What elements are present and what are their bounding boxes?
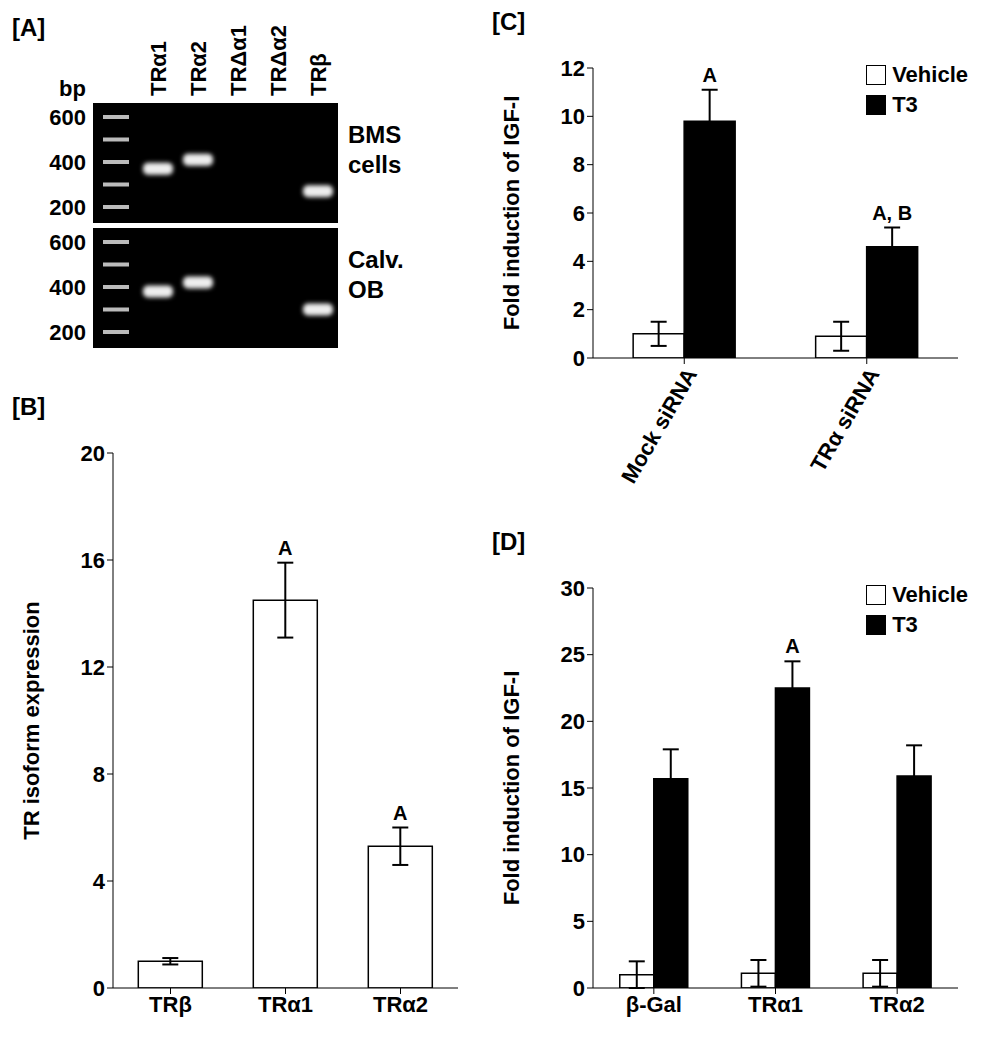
- svg-text:400: 400: [49, 150, 86, 175]
- svg-text:16: 16: [81, 548, 105, 573]
- svg-text:TRα1: TRα1: [146, 41, 171, 96]
- svg-text:A, B: A, B: [872, 202, 912, 224]
- svg-text:0: 0: [93, 976, 105, 1001]
- html-text:T3: T3: [892, 612, 918, 637]
- svg-text:30: 30: [561, 576, 585, 601]
- svg-text:15: 15: [561, 776, 585, 801]
- html-text:Vehicle: Vehicle: [892, 582, 968, 607]
- svg-text:A: A: [278, 537, 292, 559]
- svg-text:TRα2: TRα2: [870, 992, 925, 1017]
- svg-text:4: 4: [573, 249, 586, 274]
- svg-text:200: 200: [49, 195, 86, 220]
- svg-text:BMS: BMS: [348, 121, 401, 148]
- svg-text:0: 0: [573, 976, 585, 1001]
- svg-text:Mock siRNA: Mock siRNA: [616, 364, 702, 488]
- svg-text:10: 10: [561, 104, 585, 129]
- svg-text:Calv.: Calv.: [348, 246, 404, 273]
- svg-text:6: 6: [573, 201, 585, 226]
- svg-text:20: 20: [561, 709, 585, 734]
- svg-text:[A]: [A]: [12, 14, 45, 41]
- svg-text:A: A: [702, 64, 716, 86]
- svg-text:TRα1: TRα1: [748, 992, 803, 1017]
- svg-text:600: 600: [49, 230, 86, 255]
- svg-text:25: 25: [561, 642, 585, 667]
- svg-text:TRβ: TRβ: [306, 53, 331, 96]
- svg-text:8: 8: [93, 762, 105, 787]
- svg-text:A: A: [785, 635, 799, 657]
- svg-text:TRα2: TRα2: [186, 41, 211, 96]
- svg-text:TRβ: TRβ: [149, 992, 192, 1017]
- svg-text:TRΔα2: TRΔα2: [266, 25, 291, 96]
- svg-text:A: A: [393, 802, 407, 824]
- html-text:[C]: [C]: [492, 8, 526, 35]
- svg-text:bp: bp: [59, 76, 86, 101]
- svg-text:400: 400: [49, 275, 86, 300]
- svg-text:12: 12: [561, 56, 585, 81]
- svg-text:TR isoform expression: TR isoform expression: [19, 601, 44, 839]
- html-text:[B]: [B]: [12, 393, 46, 420]
- html-text:[D]: [D]: [492, 528, 526, 555]
- html-text:T3: T3: [892, 92, 918, 117]
- svg-text:5: 5: [573, 909, 585, 934]
- html-text:Vehicle: Vehicle: [892, 62, 968, 87]
- svg-text:10: 10: [561, 842, 585, 867]
- svg-text:2: 2: [573, 297, 585, 322]
- svg-text:OB: OB: [348, 276, 384, 303]
- svg-text:Fold induction of IGF-I: Fold induction of IGF-I: [499, 96, 524, 331]
- svg-text:TRα siRNA: TRα siRNA: [805, 364, 884, 476]
- svg-text:200: 200: [49, 320, 86, 345]
- svg-text:Fold induction of IGF-I: Fold induction of IGF-I: [499, 671, 524, 906]
- svg-text:4: 4: [93, 869, 106, 894]
- svg-text:600: 600: [49, 105, 86, 130]
- svg-text:0: 0: [573, 346, 585, 371]
- svg-text:TRα2: TRα2: [373, 992, 428, 1017]
- svg-text:cells: cells: [348, 151, 401, 178]
- svg-text:12: 12: [81, 655, 105, 680]
- svg-text:TRα1: TRα1: [258, 992, 313, 1017]
- svg-text:TRΔα1: TRΔα1: [226, 25, 251, 96]
- svg-text:20: 20: [81, 441, 105, 466]
- svg-text:8: 8: [573, 152, 585, 177]
- svg-text:β-Gal: β-Gal: [626, 992, 682, 1017]
